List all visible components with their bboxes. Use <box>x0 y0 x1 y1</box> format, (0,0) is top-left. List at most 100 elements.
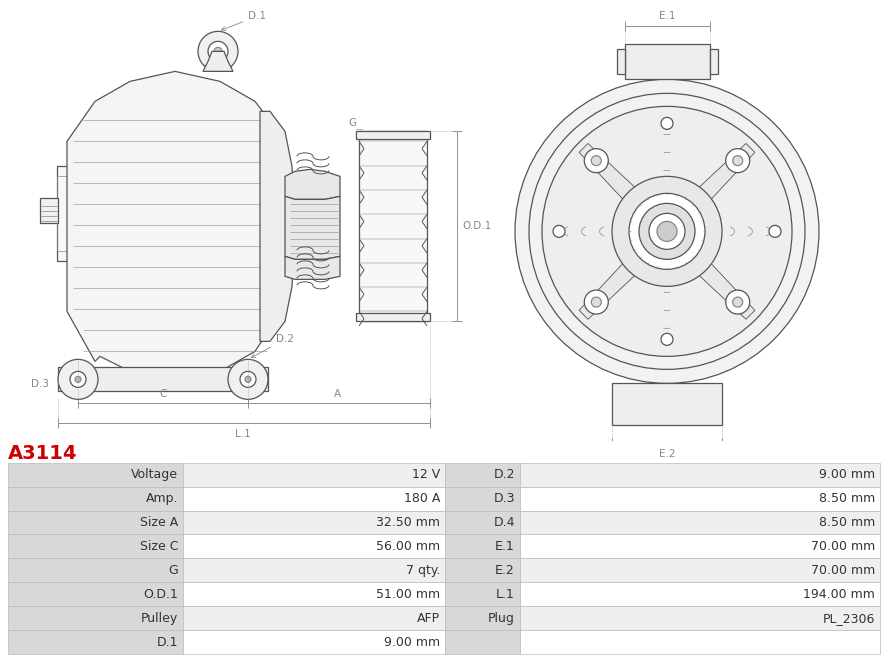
Polygon shape <box>521 265 540 288</box>
Circle shape <box>75 376 81 382</box>
Text: L.1: L.1 <box>235 430 251 440</box>
Text: 70.00 mm: 70.00 mm <box>811 540 875 553</box>
Bar <box>57 166 95 261</box>
Text: O.D.1: O.D.1 <box>143 588 178 601</box>
Bar <box>183 534 445 559</box>
Polygon shape <box>745 332 769 355</box>
Text: D.1: D.1 <box>221 11 266 30</box>
Circle shape <box>612 176 722 286</box>
Bar <box>183 582 445 606</box>
Circle shape <box>733 156 742 166</box>
Bar <box>8 630 183 654</box>
Polygon shape <box>555 323 578 346</box>
Polygon shape <box>581 345 605 366</box>
Polygon shape <box>684 365 707 380</box>
Bar <box>57 176 85 251</box>
Text: Pulley: Pulley <box>140 612 178 624</box>
Circle shape <box>584 149 608 172</box>
Bar <box>58 367 268 392</box>
Text: 9.00 mm: 9.00 mm <box>384 636 440 649</box>
Bar <box>8 559 183 582</box>
Text: 8.50 mm: 8.50 mm <box>819 492 875 505</box>
Bar <box>445 511 520 534</box>
Polygon shape <box>789 277 808 301</box>
Polygon shape <box>517 195 533 218</box>
Polygon shape <box>613 361 637 378</box>
Polygon shape <box>203 51 233 71</box>
Text: E.1: E.1 <box>495 540 515 553</box>
Bar <box>520 534 880 559</box>
Bar <box>183 487 445 511</box>
Bar <box>8 534 183 559</box>
Bar <box>8 606 183 630</box>
Polygon shape <box>525 162 545 186</box>
Circle shape <box>208 41 228 61</box>
Circle shape <box>591 297 601 307</box>
Polygon shape <box>663 82 685 94</box>
Polygon shape <box>779 143 800 167</box>
Polygon shape <box>285 257 340 280</box>
Bar <box>183 511 445 534</box>
Text: D.1: D.1 <box>156 636 178 649</box>
Text: A: A <box>334 390 341 399</box>
Polygon shape <box>541 132 564 156</box>
Polygon shape <box>260 111 295 342</box>
Polygon shape <box>534 295 556 320</box>
Polygon shape <box>628 82 651 98</box>
FancyBboxPatch shape <box>631 396 702 420</box>
Text: C: C <box>159 390 167 399</box>
Bar <box>445 487 520 511</box>
Polygon shape <box>285 169 340 199</box>
Circle shape <box>228 359 268 399</box>
Text: 70.00 mm: 70.00 mm <box>811 564 875 577</box>
Circle shape <box>769 225 781 238</box>
Bar <box>40 198 58 223</box>
Circle shape <box>214 47 222 55</box>
Text: D.3: D.3 <box>493 492 515 505</box>
Text: O.D.1: O.D.1 <box>462 221 492 232</box>
Text: 9.00 mm: 9.00 mm <box>819 468 875 481</box>
Polygon shape <box>804 210 817 232</box>
Circle shape <box>58 359 98 399</box>
Text: 51.00 mm: 51.00 mm <box>376 588 440 601</box>
Text: D.4: D.4 <box>493 516 515 529</box>
Text: D.2: D.2 <box>493 468 515 481</box>
Bar <box>445 630 520 654</box>
Text: 194.00 mm: 194.00 mm <box>803 588 875 601</box>
Bar <box>8 487 183 511</box>
Text: PL_2306: PL_2306 <box>822 612 875 624</box>
Text: A3114: A3114 <box>8 444 77 463</box>
Text: 56.00 mm: 56.00 mm <box>376 540 440 553</box>
Bar <box>445 559 520 582</box>
Polygon shape <box>67 71 290 382</box>
Circle shape <box>733 297 742 307</box>
Bar <box>520 630 880 654</box>
Circle shape <box>629 193 705 269</box>
Bar <box>520 606 880 630</box>
Polygon shape <box>579 143 646 211</box>
Text: Voltage: Voltage <box>131 468 178 481</box>
Text: 32.50 mm: 32.50 mm <box>376 516 440 529</box>
Text: Amp.: Amp. <box>146 492 178 505</box>
Text: D.3: D.3 <box>31 380 49 390</box>
Bar <box>183 559 445 582</box>
Text: G: G <box>168 564 178 577</box>
Text: 8.50 mm: 8.50 mm <box>819 516 875 529</box>
Polygon shape <box>594 91 618 111</box>
Bar <box>356 132 430 139</box>
Polygon shape <box>697 85 720 103</box>
Text: Plug: Plug <box>488 612 515 624</box>
Circle shape <box>661 334 673 345</box>
Text: Size A: Size A <box>140 516 178 529</box>
Circle shape <box>70 371 86 388</box>
Circle shape <box>245 376 251 382</box>
Bar <box>8 463 183 487</box>
Polygon shape <box>579 252 646 319</box>
Text: D.2: D.2 <box>252 334 294 357</box>
Bar <box>709 49 717 74</box>
Bar <box>520 559 880 582</box>
Polygon shape <box>716 352 740 372</box>
Bar <box>356 313 430 321</box>
Text: E.2: E.2 <box>659 449 676 459</box>
Text: E.1: E.1 <box>659 11 676 21</box>
